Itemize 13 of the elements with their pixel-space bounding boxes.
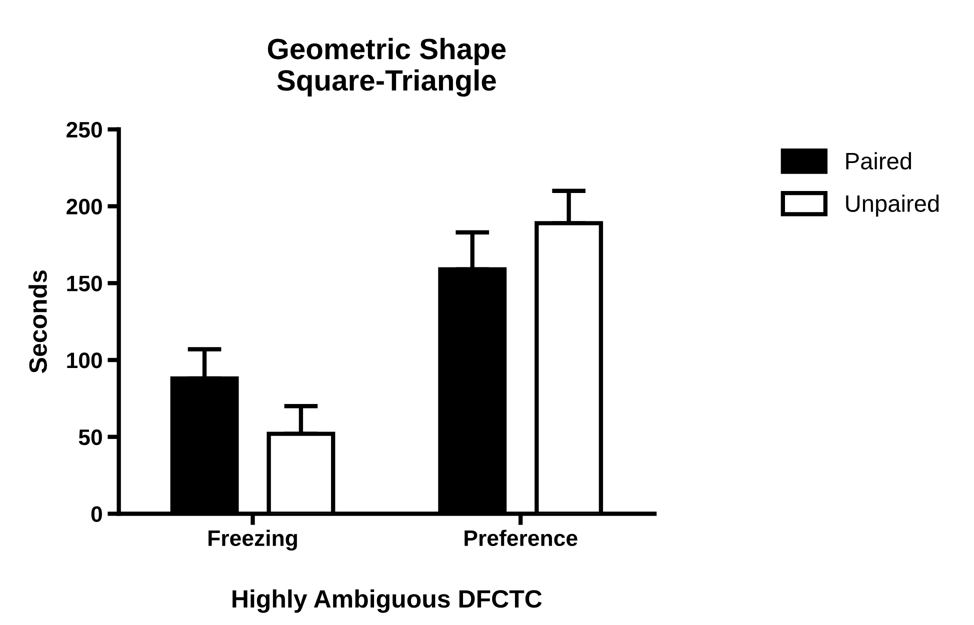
y-tick-label: 100 [67,352,102,368]
y-tick-label: 200 [66,198,102,215]
legend-label: Paired [846,152,912,170]
x-axis-title: Highly Ambiguous DFCTC [232,589,542,613]
y-tick-label: 50 [78,429,102,446]
y-tick-label: 150 [67,276,102,292]
y-axis-title: Seconds [28,270,47,373]
x-tick-label: Freezing [208,530,297,551]
y-tick-label: 0 [91,506,102,522]
x-tick-label: Preference [464,530,578,546]
y-tick-label: 250 [66,122,102,138]
chart-title: Geometric Shape Square-Triangle [268,38,506,97]
legend-label: Unpaired [846,194,939,217]
